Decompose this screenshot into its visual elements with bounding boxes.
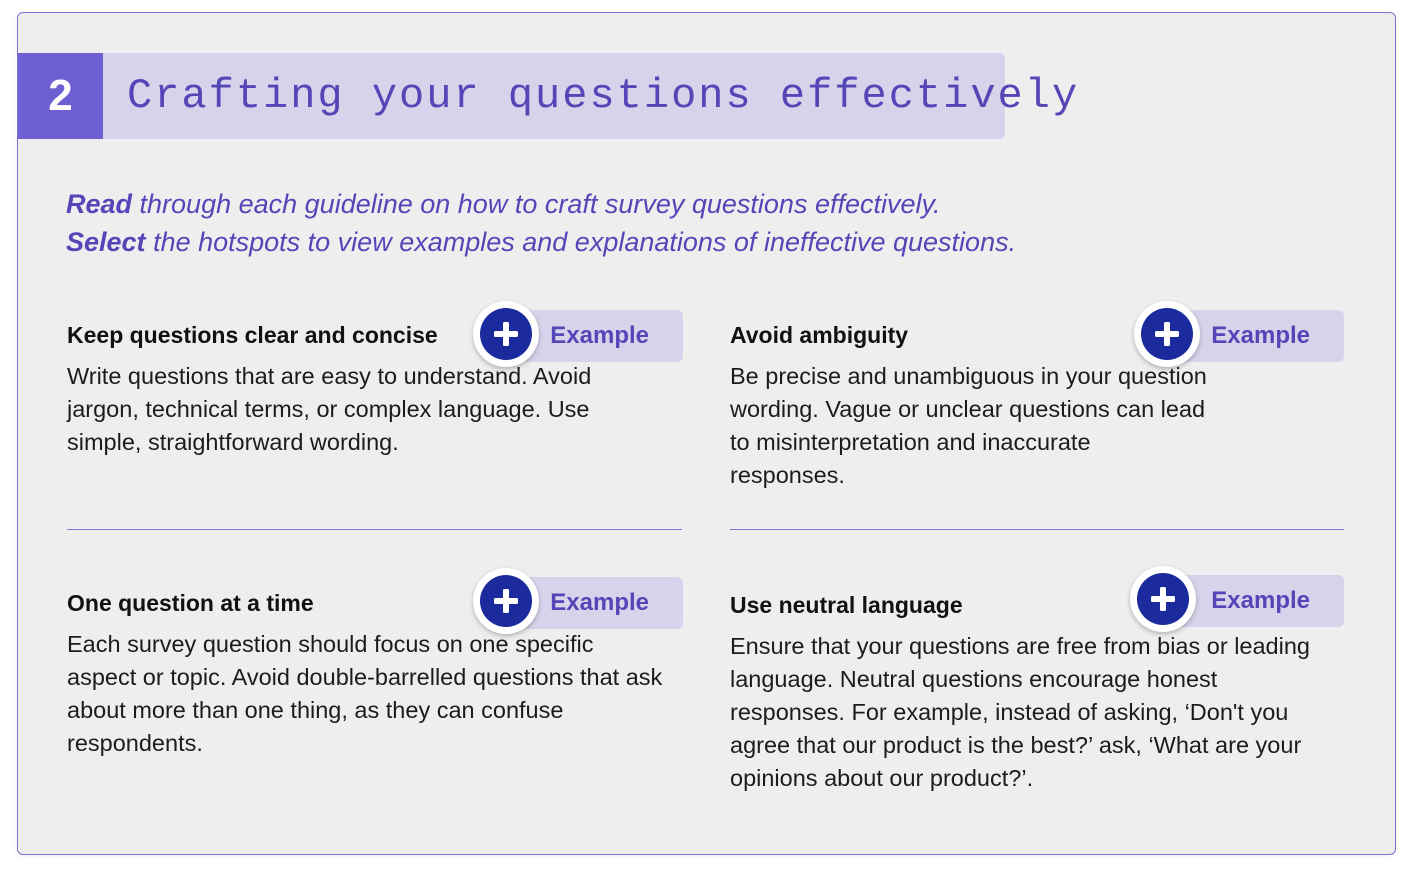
card-body: Each survey question should focus on one… (67, 631, 663, 756)
guideline-card-clear-concise: Keep questions clear and concise Write q… (67, 322, 682, 492)
intro-line-2: Select the hotspots to view examples and… (66, 223, 1166, 261)
intro-instructions: Read through each guideline on how to cr… (66, 185, 1166, 261)
card-heading: Keep questions clear and concise (67, 322, 438, 348)
example-pill[interactable]: Example (1168, 310, 1344, 362)
plus-circle-icon[interactable] (1134, 301, 1200, 367)
plus-circle-icon[interactable] (473, 568, 539, 634)
section-divider-right (730, 529, 1344, 530)
card-body: Write questions that are easy to underst… (67, 363, 592, 455)
intro-line-2-bold: Select (66, 227, 146, 257)
section-divider-left (67, 529, 682, 530)
example-hotspot-clear-concise[interactable]: Example (473, 301, 685, 367)
plus-icon (494, 322, 518, 346)
intro-line-1: Read through each guideline on how to cr… (66, 185, 1166, 223)
example-hotspot-neutral-language[interactable]: Example (1130, 566, 1344, 632)
content-panel: 2 Crafting your questions effectively Re… (17, 12, 1396, 855)
example-hotspot-avoid-ambiguity[interactable]: Example (1134, 301, 1346, 367)
example-label: Example (1211, 587, 1310, 614)
plus-circle-inner (1141, 308, 1193, 360)
plus-icon (494, 589, 518, 613)
guideline-card-one-question: One question at a time Each survey quest… (67, 590, 682, 770)
intro-line-1-bold: Read (66, 189, 133, 219)
plus-icon (1151, 587, 1175, 611)
card-heading: Use neutral language (730, 592, 963, 618)
example-pill[interactable]: Example (507, 577, 683, 629)
plus-icon (1155, 322, 1179, 346)
plus-circle-inner (480, 575, 532, 627)
card-heading: Avoid ambiguity (730, 322, 909, 348)
card-heading: One question at a time (67, 590, 314, 616)
section-number-badge: 2 (18, 53, 103, 139)
example-label: Example (550, 589, 649, 616)
plus-circle-inner (1137, 573, 1189, 625)
guideline-card-neutral-language: Use neutral language Ensure that your qu… (730, 592, 1345, 812)
plus-circle-icon[interactable] (1130, 566, 1196, 632)
card-body: Be precise and unambiguous in your quest… (730, 363, 1207, 488)
example-label: Example (550, 322, 649, 349)
example-label: Example (1211, 322, 1310, 349)
guideline-card-avoid-ambiguity: Avoid ambiguity Be precise and unambiguo… (730, 322, 1345, 512)
intro-line-2-text: the hotspots to view examples and explan… (145, 227, 1017, 257)
intro-line-1-text: through each guideline on how to craft s… (132, 189, 941, 219)
example-hotspot-one-question[interactable]: Example (473, 568, 685, 634)
plus-circle-inner (480, 308, 532, 360)
card-body: Ensure that your questions are free from… (730, 633, 1310, 791)
section-title-bar: Crafting your questions effectively (103, 53, 1077, 139)
plus-circle-icon[interactable] (473, 301, 539, 367)
section-title: Crafting your questions effectively (127, 72, 1080, 120)
